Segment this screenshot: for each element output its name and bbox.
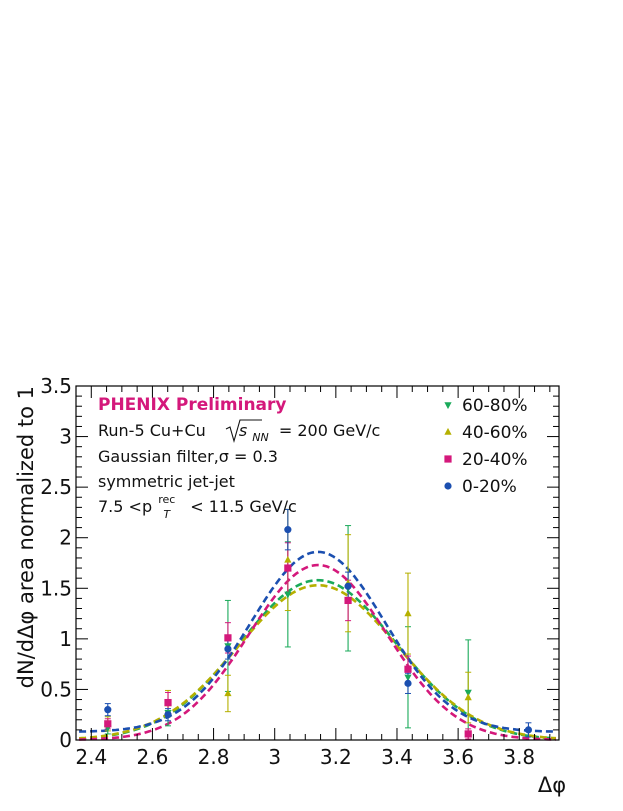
x-tick-label: 3	[268, 745, 281, 769]
x-tick-label: 3.8	[503, 745, 535, 769]
legend-label: 20-40%	[462, 450, 528, 470]
x-tick-label: 2.6	[137, 745, 169, 769]
legend: 60-80% 40-60% 20-40% 0-20%	[444, 396, 528, 497]
data-point	[224, 689, 232, 697]
annotation-block: PHENIX Preliminary Run-5 Cu+Cu s NN = 20…	[98, 395, 380, 522]
fit-curve	[79, 578, 556, 740]
annotation-line-4: 7.5 <p rec T < 11.5 GeV/c	[98, 488, 297, 522]
fit-curves	[79, 550, 556, 741]
data-point	[344, 596, 352, 605]
annotation-line-1-prefix: Run-5 Cu+Cu	[98, 421, 206, 440]
data-points	[104, 526, 533, 738]
data-point	[224, 645, 232, 653]
annotation-line-4-prefix: 7.5 <p	[98, 497, 152, 516]
data-point	[404, 679, 412, 687]
sqrt-sign-icon	[225, 419, 262, 444]
data-point	[464, 693, 472, 701]
y-tick-label: 1	[59, 627, 72, 651]
data-point	[464, 689, 472, 697]
annotation-line-1-suffix: = 200 GeV/c	[279, 421, 381, 440]
x-tick-label: 3.4	[381, 745, 413, 769]
data-point	[444, 402, 452, 410]
y-tick-label: 0.5	[40, 677, 72, 701]
data-point	[464, 730, 472, 738]
x-tick-label: 3.2	[320, 745, 352, 769]
annotation-line-1: Run-5 Cu+Cu s NN = 200 GeV/c	[98, 421, 380, 445]
y-tick-label: 3	[59, 425, 72, 449]
data-point	[344, 582, 352, 590]
legend-label: 60-80%	[462, 396, 528, 416]
fit-curve	[79, 550, 556, 733]
y-tick-label: 2	[59, 526, 72, 550]
y-tick-label: 2.5	[40, 475, 72, 499]
data-point	[224, 634, 232, 642]
data-point	[524, 726, 533, 734]
data-point	[444, 455, 452, 463]
annotation-line-4-sup: rec	[158, 493, 175, 506]
data-point	[444, 427, 452, 435]
x-tick-label: 2.8	[198, 745, 230, 769]
annotation-line-1-sub: NN	[252, 431, 268, 444]
y-axis-label: dN/dΔφ area normalized to 1	[14, 386, 38, 688]
annotation-title: PHENIX Preliminary	[98, 395, 287, 415]
annotation-sqrt-s: s	[239, 421, 247, 440]
plot-frame	[75, 385, 560, 741]
data-point	[404, 665, 412, 673]
data-point	[284, 526, 292, 534]
x-tick-label: 3.6	[442, 745, 474, 769]
annotation-line-3: symmetric jet-jet	[98, 472, 235, 491]
y-tick-label: 0	[59, 728, 72, 752]
data-point	[284, 591, 292, 599]
x-tick-label: 2.4	[75, 745, 107, 769]
data-point	[444, 482, 452, 490]
y-tick-label: 1.5	[40, 576, 72, 600]
fit-curve	[79, 584, 556, 740]
data-point	[164, 711, 172, 719]
data-point	[164, 698, 172, 707]
axis-ticks: 2.4 2.6 2.8 3 3.2 3.4 3.6 3.8 0 0.5 1 1.5 2 2.5 3 3.5	[40, 374, 559, 769]
x-axis-label: Δφ	[538, 773, 566, 797]
annotation-line-4-sub: T	[163, 508, 171, 521]
legend-label: 0-20%	[462, 477, 517, 497]
fit-curve	[79, 563, 556, 741]
data-point	[404, 609, 412, 617]
data-point	[284, 564, 292, 572]
data-point	[284, 555, 292, 563]
annotation-line-2: Gaussian filter,σ = 0.3	[98, 447, 278, 466]
data-point	[104, 720, 112, 728]
legend-label: 40-60%	[462, 423, 528, 443]
data-point	[404, 674, 412, 682]
data-point	[104, 706, 112, 714]
annotation-line-4-suffix: < 11.5 GeV/c	[190, 497, 297, 516]
y-tick-label: 3.5	[40, 374, 72, 398]
